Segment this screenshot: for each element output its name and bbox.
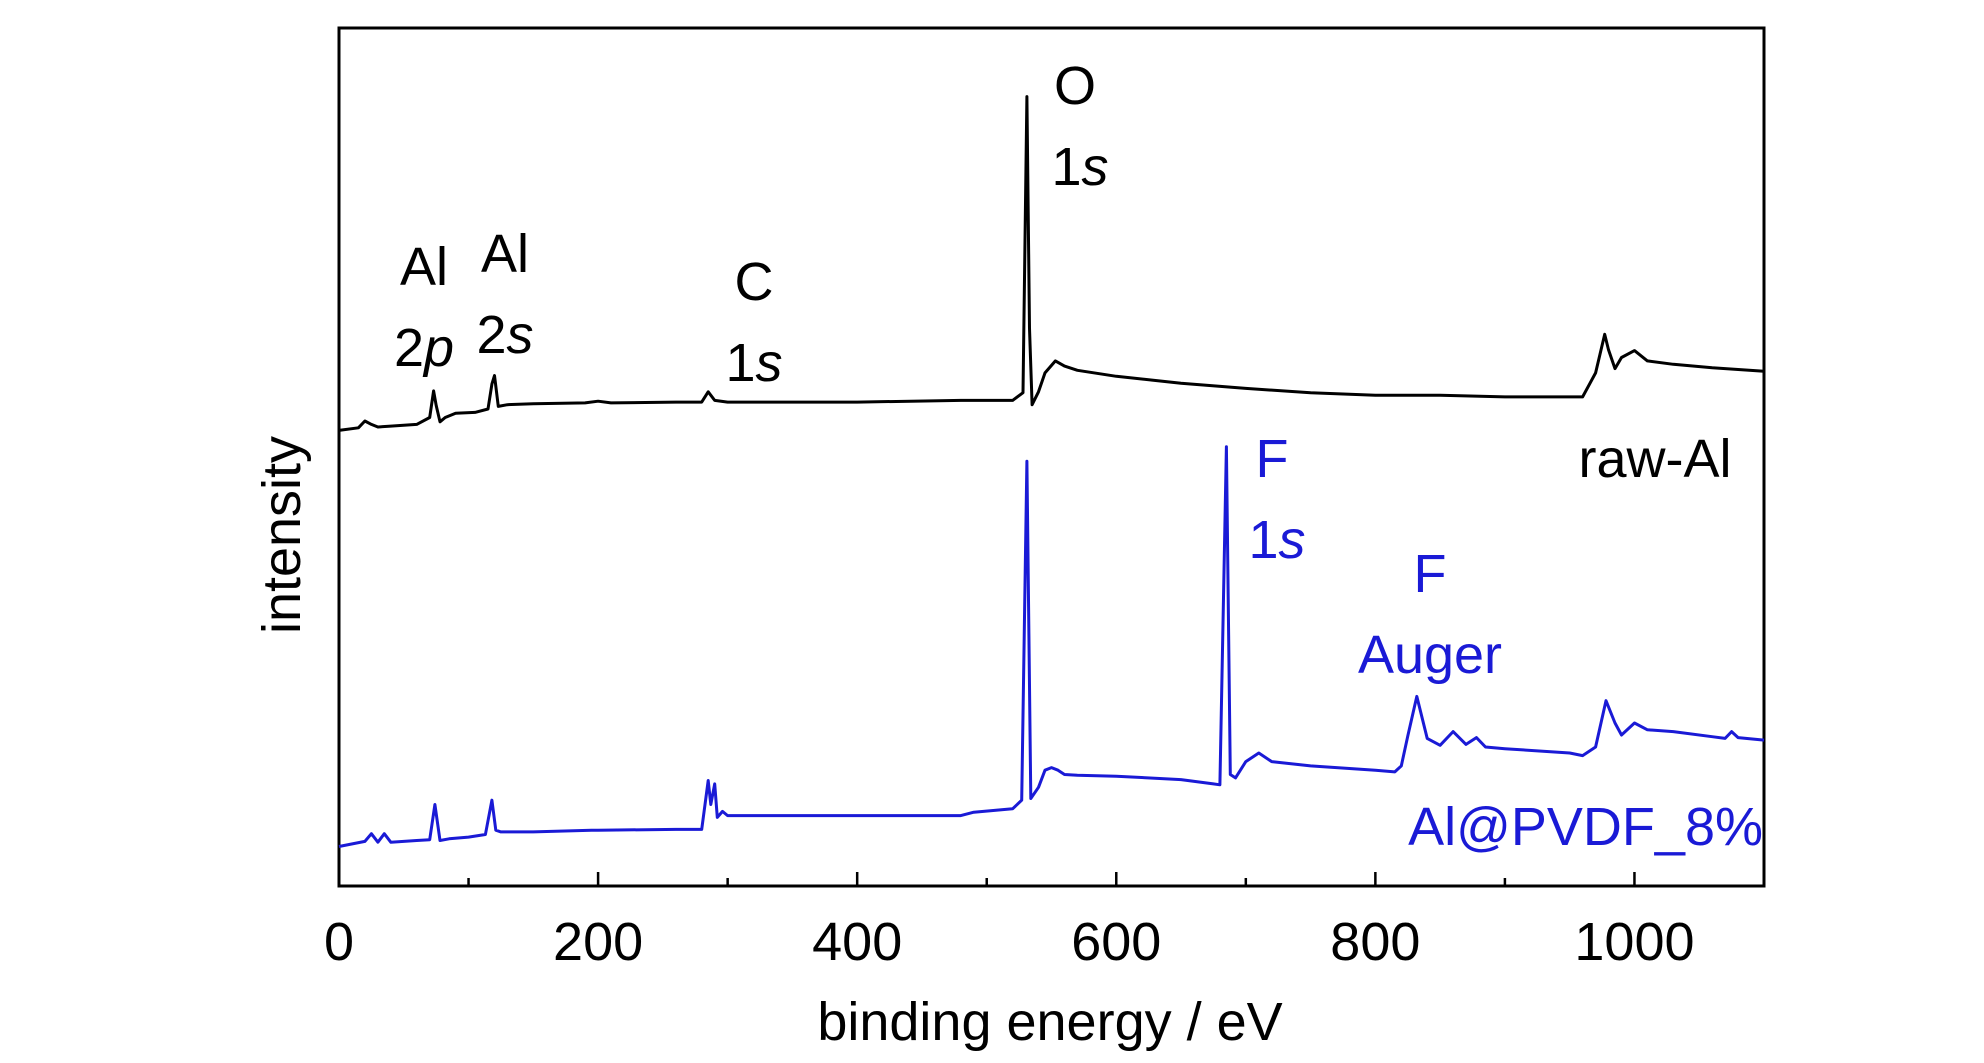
plot-frame (337, 26, 1766, 888)
x-tick-label: 0 (324, 912, 354, 972)
series-line-raw-al (338, 95, 1765, 432)
annotation-o-1s-element: O (1054, 56, 1096, 116)
annotation-f-auger-element: F (1414, 544, 1447, 604)
series-label-raw-al: raw-Al (1578, 429, 1731, 489)
annotation-al-2p-orbital: 2p (394, 318, 454, 378)
annotation-o-1s-italic: s (1082, 137, 1109, 197)
annotation-c-1s-orbital: 1s (725, 333, 782, 393)
annotation-f-1s-element: F (1256, 429, 1289, 489)
x-tick-label: 600 (1071, 912, 1161, 972)
series-label-al-pvdf: Al@PVDF_8% (1408, 797, 1763, 857)
annotation-c-1s-italic: s (756, 333, 783, 393)
annotation-f-1s-italic: s (1279, 510, 1306, 570)
x-tick-label: 1000 (1574, 912, 1694, 972)
x-ticks (337, 872, 1766, 886)
annotation-al-2s-orbital: 2s (476, 305, 533, 365)
annotation-al-2p-italic: p (422, 318, 454, 378)
annotation-c-1s-element: C (735, 252, 774, 312)
annotation-f-1s-orbital: 1s (1248, 510, 1305, 570)
series-layer (338, 95, 1765, 848)
series-line-al-pvdf (338, 445, 1765, 848)
y-axis-label: intensity (252, 436, 312, 634)
annotation-f-auger-label: Auger (1358, 625, 1502, 685)
x-axis-label: binding energy / eV (817, 992, 1282, 1052)
x-tick-labels: 0 200 400 600 800 1000 (324, 912, 1695, 972)
x-tick-label: 400 (812, 912, 902, 972)
annotation-al-2s-italic: s (507, 305, 534, 365)
annotation-al-2s-element: Al (481, 224, 529, 284)
annotation-o-1s-orbital: 1s (1051, 137, 1108, 197)
annotation-al-2p-element: Al (400, 237, 448, 297)
x-tick-label: 200 (553, 912, 643, 972)
x-tick-label: 800 (1330, 912, 1420, 972)
